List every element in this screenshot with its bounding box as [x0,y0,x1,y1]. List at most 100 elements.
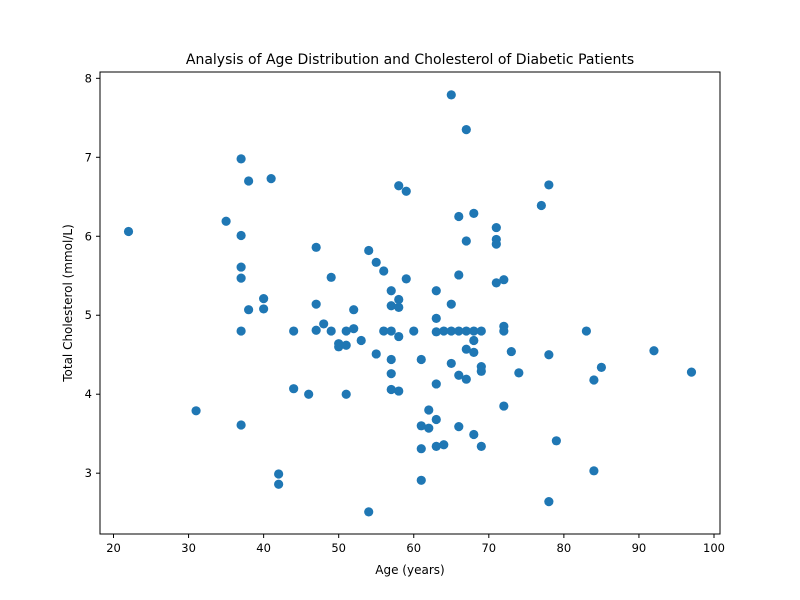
data-point [544,497,554,507]
data-point [236,230,246,241]
data-point [311,299,321,309]
data-point [416,444,426,454]
data-point [386,369,396,379]
data-point [394,294,404,305]
data-point [454,370,464,380]
data-point [469,335,479,346]
data-point [499,275,509,285]
y-tick-label: 8 [85,71,92,85]
data-point [326,272,336,282]
data-point [469,208,479,218]
data-point [649,346,659,356]
y-tick-label: 4 [85,387,92,401]
data-point [289,326,299,336]
data-point [326,326,336,336]
data-point [589,375,599,385]
data-point [349,324,359,334]
data-point [304,389,314,399]
data-point [394,386,404,396]
x-tick-label: 20 [106,541,121,555]
data-point [341,326,351,336]
data-point [454,270,464,280]
data-point [454,421,464,432]
chart-title: Analysis of Age Distribution and Cholest… [186,52,634,68]
data-point [431,441,441,451]
data-point [416,475,426,485]
data-point [446,299,456,309]
data-point [416,354,426,365]
data-point [386,384,396,395]
x-tick-label: 90 [632,541,647,555]
data-point [446,358,456,369]
x-tick-label: 70 [481,541,496,555]
data-point [341,340,351,350]
data-point [274,479,284,489]
y-tick-label: 6 [85,229,92,243]
data-point [469,429,479,440]
plot-frame [99,71,721,535]
data-point [386,354,396,365]
y-ticks: 3 4 5 6 7 8 [85,71,100,480]
data-point [424,405,434,415]
data-point [244,176,254,186]
data-point [551,436,561,446]
x-tick-label: 80 [557,541,572,555]
data-point [454,211,464,222]
data-point [439,326,449,336]
data-point [476,326,486,336]
data-point [596,362,607,372]
data-point [446,90,456,100]
data-point [454,326,464,336]
data-point [394,331,404,342]
data-point [356,335,366,346]
data-point [431,379,441,389]
data-point [491,222,501,233]
data-point [394,181,404,191]
data-point [371,257,381,267]
data-point [461,344,471,354]
data-point [364,245,374,256]
data-point [394,302,404,312]
data-point [686,367,697,377]
data-point [266,174,276,184]
data-point [349,305,359,315]
data-point [221,216,231,226]
data-point [409,326,419,336]
data-point [461,125,471,135]
data-point [491,278,501,288]
data-point [386,301,396,311]
x-tick-label: 40 [256,541,271,555]
data-point [461,236,471,246]
data-point [431,327,441,337]
data-point [274,469,284,479]
data-point [439,440,449,450]
y-tick-label: 5 [85,308,92,322]
data-point [446,326,456,336]
data-point [236,326,246,336]
data-point [386,326,396,336]
data-point [544,180,554,190]
x-ticks: 20 30 40 50 60 70 80 90 100 [106,534,725,555]
x-tick-label: 100 [703,541,725,555]
data-point [334,342,344,352]
data-point [401,274,411,284]
y-tick-label: 3 [85,466,92,480]
data-point [476,441,486,451]
data-point [589,466,599,476]
data-point [259,304,269,314]
data-point [416,421,426,431]
data-point [236,154,246,164]
data-point [341,389,351,399]
data-point [469,326,479,336]
data-point [364,507,374,517]
data-point [581,326,591,336]
data-point [431,313,441,323]
data-point [491,239,501,249]
data-point [386,286,396,296]
data-point [289,384,299,394]
data-point [499,401,509,411]
data-point [401,186,411,196]
data-point [123,226,134,237]
data-point [311,325,321,335]
